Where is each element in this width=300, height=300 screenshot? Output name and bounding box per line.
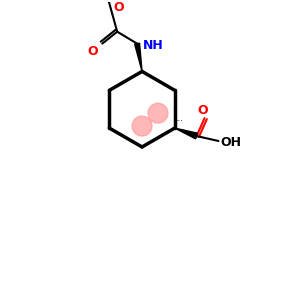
Text: O: O — [197, 104, 208, 117]
Text: ...: ... — [175, 114, 183, 123]
Text: NH: NH — [142, 39, 164, 52]
Circle shape — [132, 116, 152, 136]
Circle shape — [148, 103, 168, 123]
Text: O: O — [87, 45, 98, 58]
Text: OH: OH — [220, 136, 241, 149]
Text: O: O — [113, 1, 124, 14]
Polygon shape — [175, 128, 198, 139]
Polygon shape — [135, 43, 142, 71]
